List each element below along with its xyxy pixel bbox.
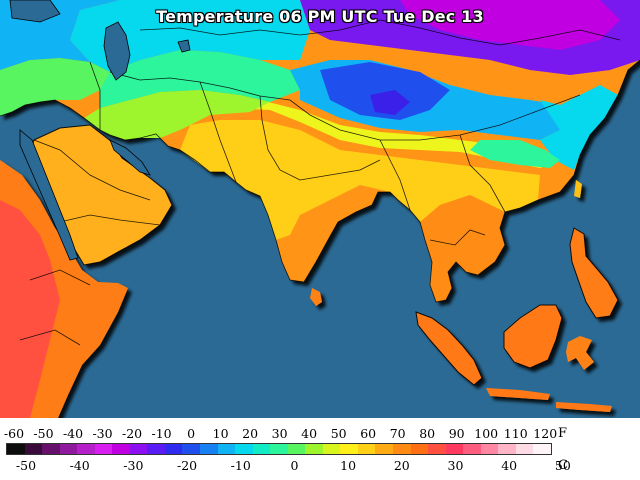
color-scale-step (77, 444, 95, 454)
band-china-east (540, 85, 618, 170)
fahrenheit-tick-label: 90 (448, 426, 465, 441)
band-siberia (400, 0, 620, 50)
celsius-tick-label: 10 (340, 458, 357, 473)
color-scale-step (305, 444, 323, 454)
black-sea (9, 0, 61, 23)
temperature-legend: -60 -50 -40 -30 -20 -10 0 10 20 30 40 50 60 70 80 90 100… (0, 418, 640, 480)
celsius-tick-label: 30 (447, 458, 464, 473)
color-scale-step (200, 444, 218, 454)
color-scale-step (515, 444, 534, 454)
band-africa-hot (0, 200, 60, 418)
fahrenheit-tick-label: 40 (301, 426, 318, 441)
fahrenheit-unit-label: F (558, 426, 568, 441)
band-turkey (0, 58, 110, 116)
band-indochina (420, 195, 505, 302)
color-scale-step (287, 444, 306, 454)
band-india-north (180, 120, 540, 240)
color-scale-step (42, 444, 60, 454)
color-scale-step (445, 444, 464, 454)
color-scale-step (463, 444, 481, 454)
sulawesi-land (566, 336, 594, 370)
color-scale-step (59, 444, 78, 454)
celsius-tick-label: -40 (69, 458, 90, 473)
java-land (486, 388, 550, 400)
fahrenheit-tick-label: 120 (533, 426, 558, 441)
temperature-map: Temperature 06 PM UTC Tue Dec 13 (0, 0, 640, 418)
fahrenheit-tick-label: -50 (33, 426, 54, 441)
color-scale-step (252, 444, 271, 454)
color-scale-step (235, 444, 253, 454)
color-scale-bar (6, 443, 552, 455)
color-scale-step (24, 444, 43, 454)
map-title: Temperature 06 PM UTC Tue Dec 13 (156, 7, 484, 26)
color-scale-step (94, 444, 113, 454)
color-scale-step (428, 444, 446, 454)
band-gangetic (195, 98, 560, 168)
celsius-unit-label: C (558, 458, 568, 473)
fahrenheit-tick-label: -20 (121, 426, 143, 441)
caspian-sea (103, 21, 131, 81)
celsius-tick-label: 50 (554, 458, 571, 473)
fahrenheit-tick-label: -30 (92, 426, 113, 441)
color-scale-step (147, 444, 165, 454)
color-scale-step (375, 444, 394, 454)
color-scale-step (393, 444, 411, 454)
color-scale-step (129, 444, 148, 454)
celsius-tick-label: 20 (393, 458, 410, 473)
lesser-sunda-land (556, 402, 612, 412)
color-scale-step (533, 444, 551, 454)
color-scale-step (410, 444, 429, 454)
band-china-south (470, 140, 560, 168)
arabia-land (28, 125, 172, 265)
fahrenheit-tick-label: 10 (212, 426, 229, 441)
color-scale-step (322, 444, 341, 454)
fahrenheit-tick-label: 70 (389, 426, 406, 441)
fahrenheit-tick-label: -60 (3, 426, 25, 441)
fahrenheit-tick-label: 110 (503, 426, 528, 441)
fahrenheit-tick-label: -40 (62, 426, 84, 441)
color-scale-step (112, 444, 130, 454)
band-tibet-cold (320, 62, 450, 120)
color-scale-step (164, 444, 183, 454)
taiwan-land (574, 180, 582, 198)
color-scale-step (480, 444, 499, 454)
aral-sea (177, 39, 191, 53)
fahrenheit-tick-label: -10 (151, 426, 172, 441)
fahrenheit-tick-label: 20 (242, 426, 259, 441)
fahrenheit-tick-label: 80 (419, 426, 436, 441)
celsius-tick-label: -50 (15, 458, 37, 473)
band-iran (84, 90, 270, 140)
red-sea (19, 129, 79, 261)
persian-gulf (109, 139, 151, 176)
color-scale-step (7, 444, 25, 454)
color-scale-step (270, 444, 288, 454)
sumatra-land (416, 312, 482, 385)
fahrenheit-tick-label: 30 (271, 426, 288, 441)
color-scale-step (217, 444, 236, 454)
color-scale-step (498, 444, 516, 454)
sri-lanka-land (310, 288, 322, 306)
celsius-tick-label: -30 (123, 458, 144, 473)
fahrenheit-tick-label: 0 (187, 426, 196, 441)
band-tibet-core (370, 90, 410, 115)
philippines-land (570, 228, 618, 318)
color-scale-step (340, 444, 358, 454)
fahrenheit-tick-label: 60 (360, 426, 377, 441)
fahrenheit-tick-label: 100 (474, 426, 499, 441)
country-borders (0, 19, 640, 346)
celsius-tick-label: -10 (230, 458, 251, 473)
celsius-tick-label: -20 (176, 458, 198, 473)
borneo-land (504, 305, 562, 368)
color-scale-step (357, 444, 376, 454)
celsius-tick-label: 0 (290, 458, 299, 473)
color-scale-step (182, 444, 201, 454)
celsius-tick-label: 40 (501, 458, 518, 473)
map-graphic (0, 0, 640, 418)
fahrenheit-tick-label: 50 (330, 426, 347, 441)
water-bodies (9, 0, 191, 261)
